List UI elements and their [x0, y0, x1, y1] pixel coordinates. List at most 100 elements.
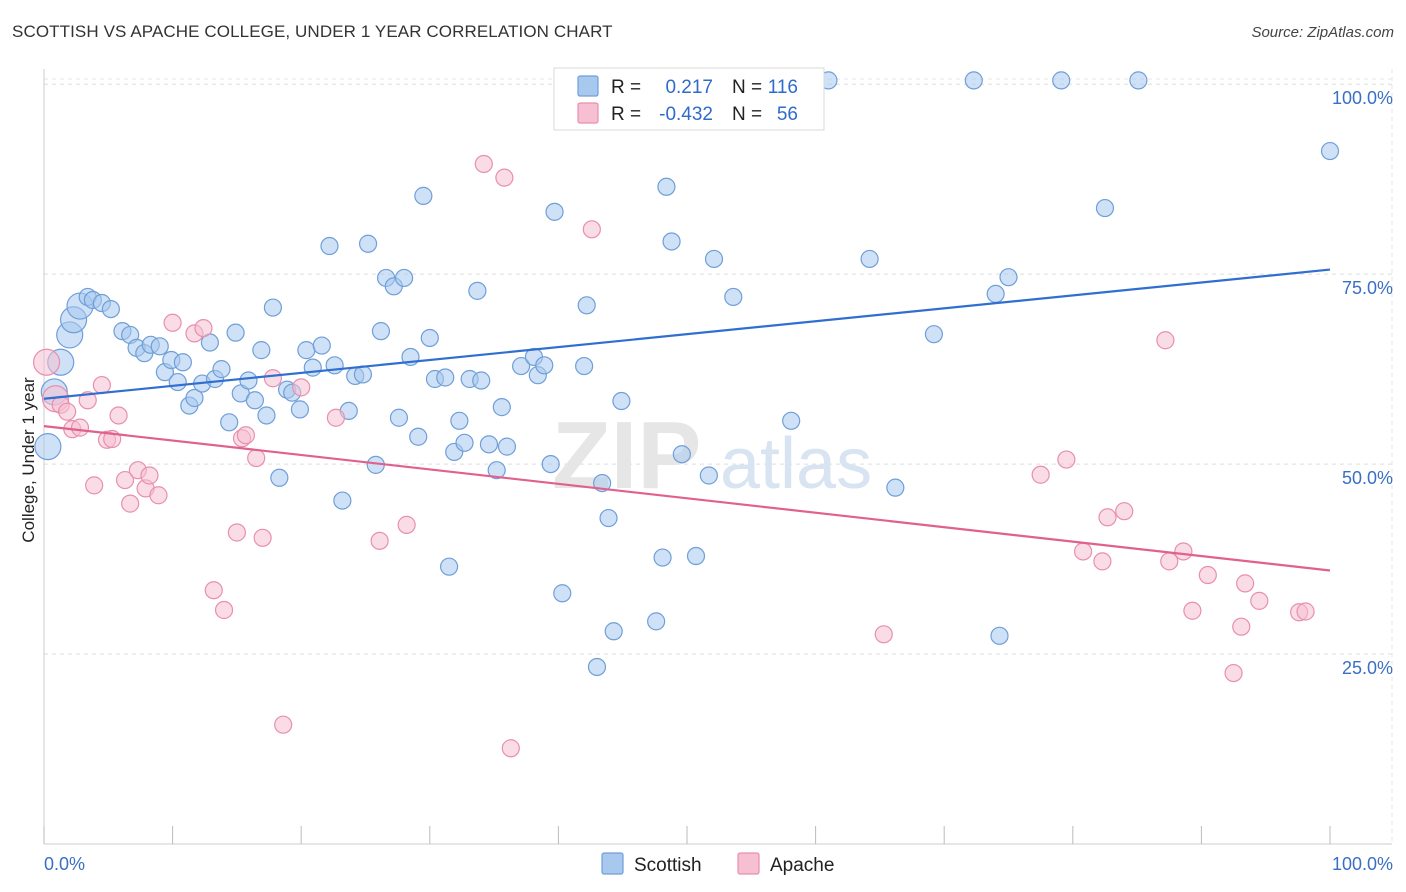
apache-point: [292, 378, 311, 397]
apache-point: [247, 448, 266, 468]
scottish-point: [252, 341, 271, 360]
scottish-point: [604, 622, 623, 641]
legend-n-value: 56: [777, 104, 798, 125]
apache-point: [1098, 508, 1117, 527]
scottish-point: [999, 268, 1018, 287]
apache-point: [370, 531, 389, 550]
scottish-point: [497, 437, 517, 456]
apache-point: [115, 470, 135, 490]
x-tick-label-max: 100.0%: [1332, 854, 1393, 874]
apache-point: [236, 426, 256, 445]
scottish-point: [492, 398, 511, 417]
scottish-point: [239, 371, 258, 390]
scottish-point: [414, 186, 433, 205]
apache-point: [32, 348, 61, 376]
apache-point: [149, 486, 168, 505]
scottish-point: [653, 548, 672, 567]
scottish-point: [612, 391, 631, 411]
scottish-point: [479, 435, 499, 454]
scottish-point: [394, 268, 414, 288]
apache-point: [274, 715, 293, 734]
scottish-point: [964, 71, 983, 90]
scottish-point: [333, 491, 352, 510]
y-tick-label: 50.0%: [1342, 468, 1393, 488]
legend-r-value: 0.217: [665, 77, 713, 98]
apache-point: [140, 466, 159, 485]
scottish-point: [1052, 71, 1071, 90]
scottish-point: [575, 356, 594, 376]
legend-r-label: R =: [611, 77, 641, 98]
scottish-point: [290, 400, 310, 419]
legend-box: [553, 67, 825, 131]
apache-point: [1296, 602, 1315, 621]
scottish-point: [724, 287, 743, 307]
scottish-point: [541, 454, 560, 474]
scottish-point: [389, 408, 409, 427]
apache-point: [1115, 502, 1134, 521]
apache-point: [1031, 465, 1050, 484]
scottish-point: [662, 232, 681, 251]
scottish-point: [886, 478, 905, 497]
scottish-legend-swatch: [577, 75, 599, 97]
scottish-point: [270, 468, 289, 487]
scottish-point: [436, 368, 455, 387]
scottish-bottom-label: Scottish: [634, 855, 702, 876]
grid: [44, 69, 1393, 844]
legend-n-label: N =: [732, 77, 762, 98]
scottish-point: [1095, 198, 1115, 218]
scottish-point: [173, 353, 192, 372]
scottish-point: [101, 299, 120, 319]
trend-lines: [43, 268, 1331, 572]
scottish-point: [245, 391, 265, 410]
scottish-point: [704, 249, 724, 269]
apache-point: [214, 600, 234, 620]
scottish-point: [297, 341, 316, 360]
scottish-point: [672, 445, 691, 464]
scottish-point: [34, 433, 62, 461]
apache-point: [397, 515, 416, 534]
scottish-point: [487, 461, 506, 480]
scottish-point: [512, 356, 531, 376]
apache-point: [70, 418, 90, 437]
x-tick-label-min: 0.0%: [44, 854, 85, 874]
apache-point: [1057, 450, 1076, 469]
scottish-point: [312, 336, 331, 355]
scottish-point: [699, 466, 718, 485]
scottish-point: [150, 337, 169, 356]
scottish-point: [263, 298, 283, 317]
y-tick-label: 25.0%: [1342, 658, 1393, 678]
apache-point: [582, 220, 601, 239]
legend-r-label: R =: [611, 104, 641, 125]
axes: [43, 69, 1392, 845]
apache-point: [253, 528, 272, 547]
apache-point: [85, 476, 104, 495]
scottish-point: [1320, 141, 1340, 161]
scottish-point: [657, 177, 676, 196]
apache-point: [163, 313, 182, 332]
scottish-point: [455, 433, 474, 452]
scottish-point: [303, 358, 322, 377]
apache-point: [227, 523, 246, 542]
apache-point: [874, 625, 893, 644]
apache-point: [1198, 565, 1217, 585]
watermark-atlas: atlas: [720, 424, 872, 504]
scottish-point: [986, 284, 1005, 304]
watermark: ZIP atlas: [552, 402, 872, 509]
scottish-point: [257, 406, 276, 425]
apache-bottom-label: Apache: [770, 855, 834, 876]
apache-point: [109, 406, 128, 425]
apache-point: [1156, 331, 1175, 350]
scottish-point: [860, 249, 879, 269]
y-tick-label: 100.0%: [1332, 88, 1393, 108]
scottish-point: [420, 328, 439, 348]
scottish-point: [325, 356, 344, 375]
apache-point: [78, 391, 97, 410]
tick-labels: 25.0% 50.0% 75.0% 100.0% 0.0% 100.0%: [44, 88, 1393, 874]
apache-point: [326, 408, 346, 427]
y-tick-label: 75.0%: [1342, 278, 1393, 298]
scottish-point: [647, 612, 666, 631]
apache-point: [194, 318, 213, 338]
apache-point: [204, 581, 223, 600]
legend-n-value: 116: [768, 77, 798, 98]
